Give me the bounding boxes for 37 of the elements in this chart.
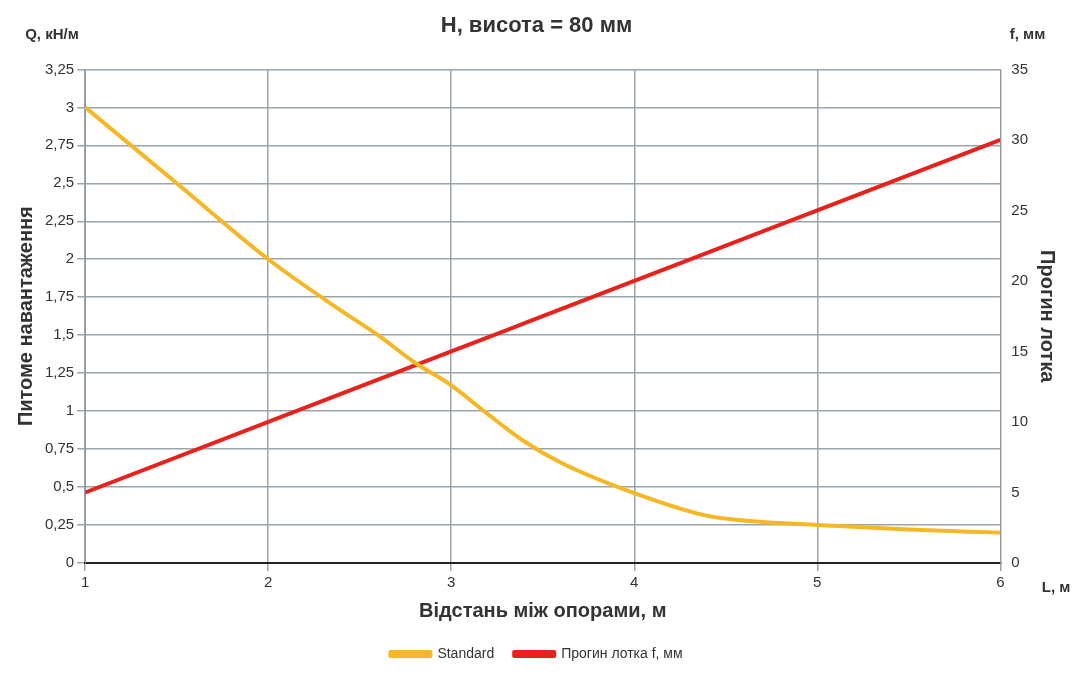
y2-tick-label: 20 bbox=[1011, 271, 1028, 289]
x-tick-label: 4 bbox=[630, 573, 639, 591]
y-tick-label: 3,25 bbox=[44, 59, 75, 77]
y2-tick-label: 35 bbox=[1011, 59, 1028, 77]
y-tick-label: 2 bbox=[65, 249, 75, 267]
x-tick-label: 6 bbox=[996, 573, 1005, 591]
y2-axis-title: Прогин лотка bbox=[1037, 250, 1060, 384]
y-tick-label: 2,5 bbox=[53, 173, 75, 191]
y-axis-title: Питоме навантаження bbox=[13, 206, 36, 427]
y-tick-label: 0 bbox=[65, 553, 75, 571]
legend-label: Прогин лотка f, мм bbox=[561, 644, 683, 661]
chart-title: H, висота = 80 мм bbox=[440, 12, 633, 38]
y2-tick-label: 25 bbox=[1011, 200, 1028, 218]
x-axis-title: Відстань між опорами, м bbox=[419, 598, 667, 621]
y-tick-label: 0,75 bbox=[44, 439, 75, 457]
y-tick-label: 2,75 bbox=[44, 135, 75, 153]
y-tick-label: 2,25 bbox=[44, 211, 75, 229]
x-tick-label: 5 bbox=[813, 573, 822, 591]
text: Q, кН/м bbox=[25, 24, 79, 42]
x-tick-label: 3 bbox=[447, 573, 456, 591]
y2-tick-label: 10 bbox=[1011, 412, 1028, 430]
y2-tick-label: 0 bbox=[1011, 553, 1020, 571]
x-tick-label: 1 bbox=[81, 573, 90, 591]
y-tick-label: 1,5 bbox=[53, 325, 75, 343]
y2-tick-label: 5 bbox=[1011, 482, 1020, 500]
legend-label: Standard bbox=[437, 644, 495, 661]
text: L, м bbox=[1041, 578, 1071, 596]
y-tick-label: 0,25 bbox=[44, 515, 75, 533]
x-tick-label: 2 bbox=[264, 573, 273, 591]
y-tick-label: 1,25 bbox=[44, 363, 75, 381]
text: f, мм bbox=[1009, 24, 1046, 42]
y-tick-label: 3 bbox=[65, 97, 75, 115]
y-tick-label: 1,75 bbox=[44, 287, 75, 305]
y2-tick-label: 30 bbox=[1011, 130, 1028, 148]
y2-tick-label: 15 bbox=[1011, 341, 1028, 359]
y-tick-label: 1 bbox=[65, 401, 75, 419]
y-tick-label: 0,5 bbox=[53, 477, 75, 495]
